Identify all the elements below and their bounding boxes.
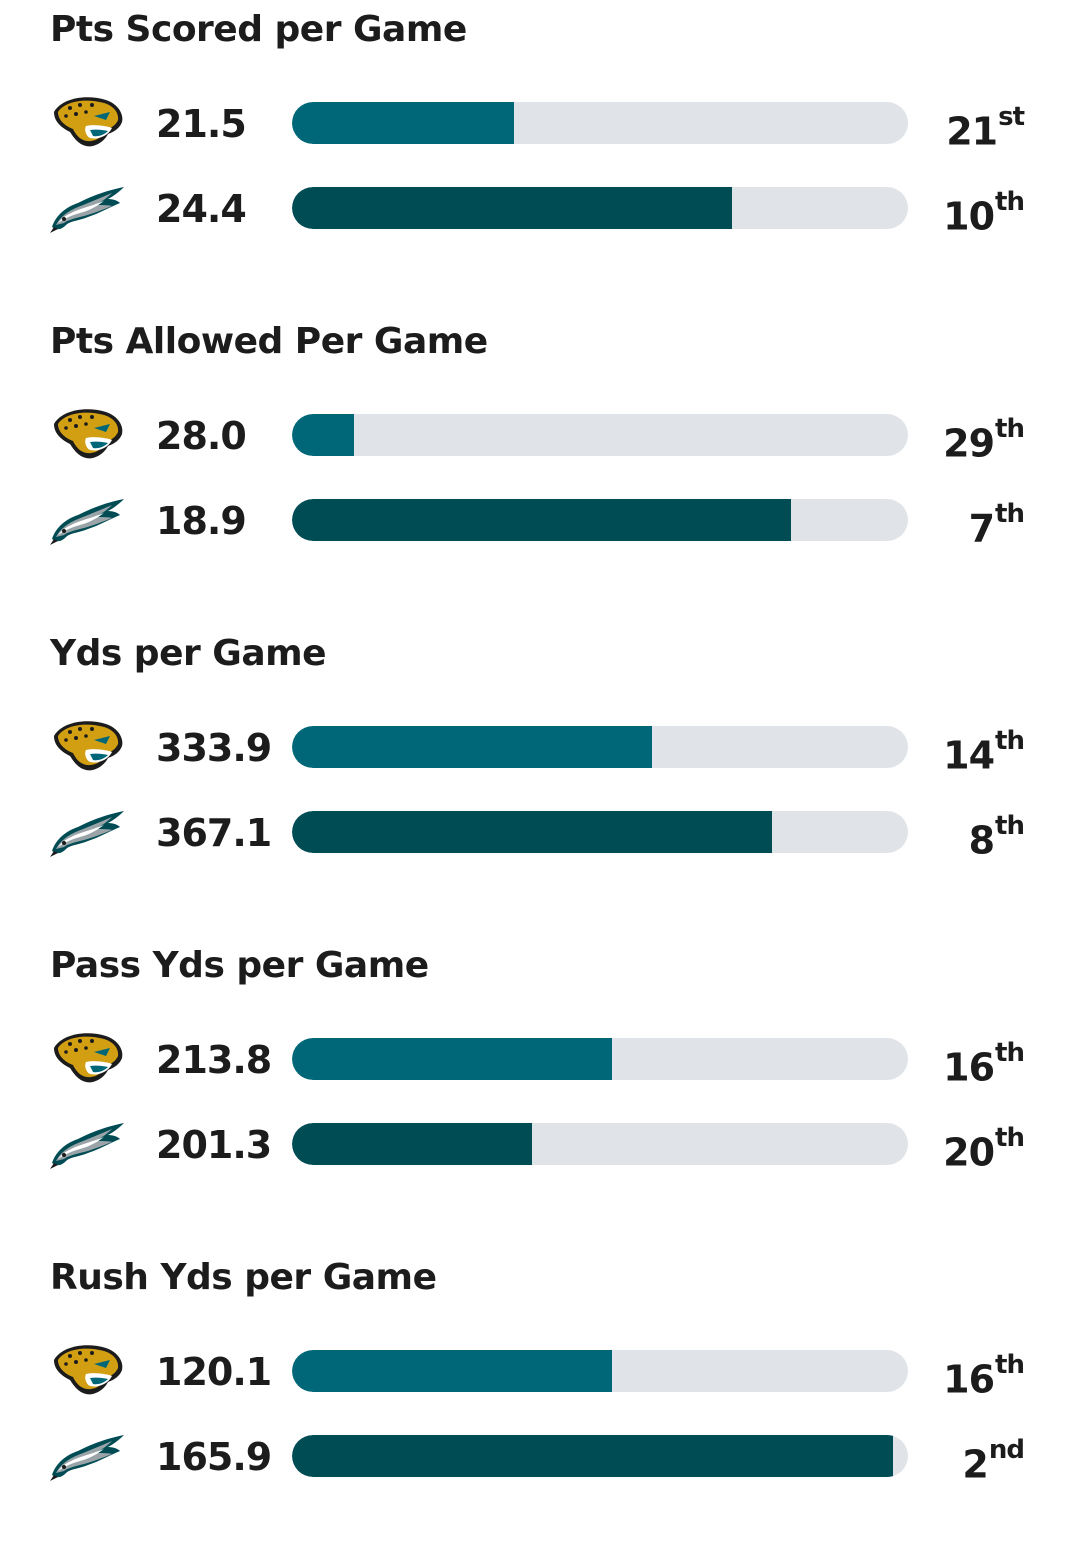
stat-value: 367.1 [156,811,272,855]
rank-number: 16 [943,1045,995,1090]
bar-fill-jaguars [292,102,514,144]
bar-fill-eagles [292,811,772,853]
league-rank: 14th [943,724,1025,779]
eagles-logo-icon [48,1113,128,1175]
bar-track [292,1435,908,1477]
section-title: Pass Yds per Game [50,945,429,986]
bar-track [292,1350,908,1392]
jaguars-logo-icon [48,1028,128,1090]
bar-fill-eagles [292,1435,893,1477]
stat-section: Yds per Game 333.9 14th 367.1 8th [0,624,1076,936]
rank-suffix: th [995,187,1025,217]
rank-number: 16 [943,1357,995,1402]
stat-value: 120.1 [156,1350,272,1394]
stat-row-jaguars: 333.9 14th [0,706,1076,790]
bar-track [292,1038,908,1080]
bar-fill-eagles [292,1123,532,1165]
section-title: Pts Allowed Per Game [50,321,488,362]
jaguars-logo-icon [48,1340,128,1402]
stat-section: Rush Yds per Game 120.1 16th 165.9 2nd [0,1248,1076,1560]
rank-number: 21 [946,109,998,154]
rank-number: 14 [943,733,995,778]
rank-number: 8 [968,818,995,863]
league-rank: 7th [968,497,1025,552]
bar-track [292,726,908,768]
stat-section: Pass Yds per Game 213.8 16th 201.3 20th [0,936,1076,1248]
stat-value: 18.9 [156,499,247,543]
rank-suffix: th [995,414,1025,444]
rank-number: 29 [943,421,995,466]
bar-fill-jaguars [292,414,354,456]
bar-fill-jaguars [292,726,652,768]
stat-row-eagles: 201.3 20th [0,1103,1076,1187]
league-rank: 29th [943,412,1025,467]
league-rank: 8th [968,809,1025,864]
eagles-logo-icon [48,801,128,863]
bar-track [292,187,908,229]
rank-suffix: th [995,726,1025,756]
stat-row-eagles: 165.9 2nd [0,1415,1076,1499]
league-rank: 20th [943,1121,1025,1176]
stat-value: 213.8 [156,1038,272,1082]
bar-track [292,811,908,853]
stat-row-jaguars: 28.0 29th [0,394,1076,478]
rank-suffix: nd [988,1435,1025,1465]
stat-row-jaguars: 120.1 16th [0,1330,1076,1414]
rank-number: 20 [943,1130,995,1175]
rank-number: 2 [962,1442,988,1487]
stat-section: Pts Scored per Game 21.5 21st 24.4 10th [0,0,1076,312]
league-rank: 2nd [962,1433,1025,1488]
bar-track [292,102,908,144]
jaguars-logo-icon [48,404,128,466]
jaguars-logo-icon [48,92,128,154]
rank-number: 10 [943,194,995,239]
rank-suffix: th [995,1350,1025,1380]
rank-suffix: st [998,102,1025,132]
rank-suffix: th [995,1123,1025,1153]
section-title: Yds per Game [50,633,327,674]
bar-fill-eagles [292,187,732,229]
bar-fill-jaguars [292,1038,612,1080]
section-title: Rush Yds per Game [50,1257,437,1298]
stat-row-jaguars: 21.5 21st [0,82,1076,166]
league-rank: 21st [946,100,1025,155]
league-rank: 16th [943,1036,1025,1091]
league-rank: 16th [943,1348,1025,1403]
rank-suffix: th [995,811,1025,841]
stat-row-eagles: 367.1 8th [0,791,1076,875]
bar-fill-jaguars [292,1350,612,1392]
stat-value: 165.9 [156,1435,272,1479]
bar-track [292,414,908,456]
stat-value: 28.0 [156,414,247,458]
eagles-logo-icon [48,489,128,551]
stat-value: 201.3 [156,1123,272,1167]
bar-fill-eagles [292,499,791,541]
bar-track [292,1123,908,1165]
section-title: Pts Scored per Game [50,9,467,50]
stat-value: 21.5 [156,102,247,146]
stat-value: 333.9 [156,726,272,770]
stat-value: 24.4 [156,187,247,231]
eagles-logo-icon [48,177,128,239]
jaguars-logo-icon [48,716,128,778]
bar-track [292,499,908,541]
eagles-logo-icon [48,1425,128,1487]
rank-number: 7 [968,506,995,551]
rank-suffix: th [995,499,1025,529]
stat-row-eagles: 24.4 10th [0,167,1076,251]
rank-suffix: th [995,1038,1025,1068]
stat-row-jaguars: 213.8 16th [0,1018,1076,1102]
stat-section: Pts Allowed Per Game 28.0 29th 18.9 7th [0,312,1076,624]
stat-row-eagles: 18.9 7th [0,479,1076,563]
league-rank: 10th [943,185,1025,240]
